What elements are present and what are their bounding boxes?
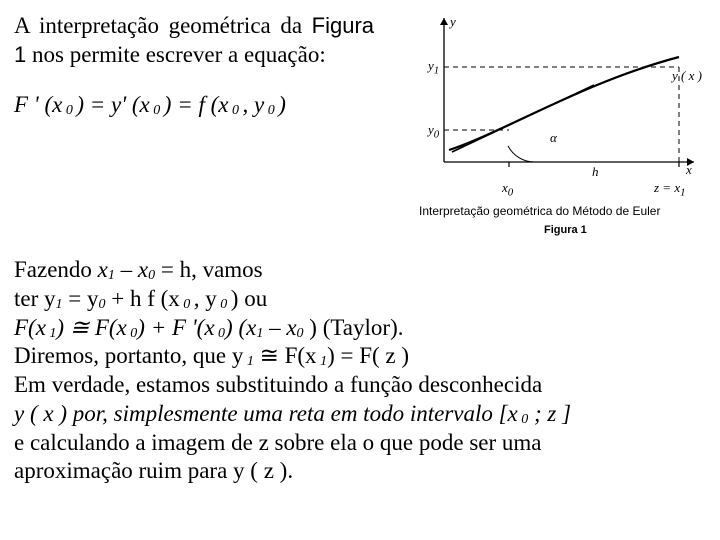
body-line1: Fazendo x1 – x0 = h, vamos [14, 256, 706, 285]
y-axis-label: y [450, 14, 456, 30]
figure: y y1 y0 y ( x ) α h x x0 z = x1 Interpre… [374, 12, 704, 242]
left-column: A interpretação geométrica da Figura 1 n… [14, 12, 374, 119]
y0-label: y0 [428, 122, 439, 141]
page: A interpretação geométrica da Figura 1 n… [0, 0, 720, 540]
eq-part5: ) [278, 92, 286, 117]
body-line2: ter y1 = y0 + h f (x 0 , y 0 ) ou [14, 285, 706, 314]
body-line6: y ( x ) por, simplesmente uma reta em to… [14, 400, 706, 429]
euler-diagram [374, 12, 704, 192]
intro-line1a: A interpretação geométrica da [14, 13, 302, 38]
z-label: z = x1 [654, 180, 686, 199]
h-label: h [592, 164, 599, 180]
body-line8: aproximação ruim para y ( z ). [14, 457, 706, 486]
intro-text: A interpretação geométrica da Figura 1 n… [14, 12, 374, 70]
top-row: A interpretação geométrica da Figura 1 n… [14, 12, 706, 242]
figure-number: Figura 1 [544, 224, 587, 236]
eq-part1: F ' (x [14, 92, 62, 117]
x0-label: x0 [502, 180, 513, 199]
body-line4: Diremos, portanto, que y 1 ≅ F(x 1) = F(… [14, 342, 706, 371]
alpha-label: α [550, 130, 557, 146]
body-line3: F(x 1) ≅ F(x 0) + F '(x 0) (x1 – x0 ) (T… [14, 314, 706, 343]
eq-sub1: 0 [62, 103, 76, 118]
intro-line1b: nos permite escrever a [26, 42, 238, 67]
figure-caption: Interpretação geométrica do Método de Eu… [419, 204, 660, 218]
body-text: Fazendo x1 – x0 = h, vamos ter y1 = y0 +… [14, 256, 706, 486]
derivative-equation: F ' (x 0 ) = y' (x 0 ) = f (x 0 , y 0 ) [14, 92, 374, 119]
eq-sub2: 0 [150, 103, 164, 118]
eq-part3: ) = f (x [164, 92, 229, 117]
x-axis-label: x [686, 162, 692, 178]
yx-label: y ( x ) [672, 68, 702, 84]
intro-line2: equação: [244, 42, 326, 67]
eq-part4: , y [242, 92, 264, 117]
y1-label: y1 [428, 58, 439, 77]
eq-sub3: 0 [228, 103, 242, 118]
eq-sub4: 0 [264, 103, 278, 118]
body-line7: e calculando a imagem de z sobre ela o q… [14, 429, 706, 458]
body-line5: Em verdade, estamos substituindo a funçã… [14, 371, 706, 400]
eq-part2: ) = y' (x [76, 92, 149, 117]
